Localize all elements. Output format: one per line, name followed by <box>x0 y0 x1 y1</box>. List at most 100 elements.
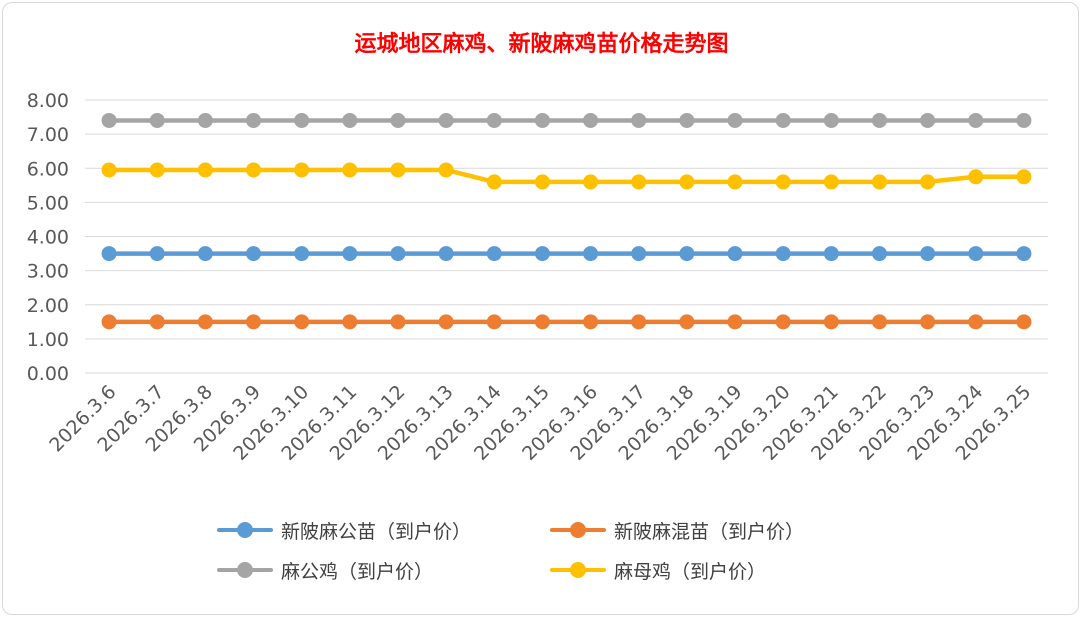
data-point[interactable] <box>631 314 647 330</box>
data-point[interactable] <box>246 246 262 262</box>
data-point[interactable] <box>342 162 358 178</box>
data-point[interactable] <box>197 112 213 128</box>
data-point[interactable] <box>486 246 502 262</box>
data-point[interactable] <box>101 246 117 262</box>
data-point[interactable] <box>101 112 117 128</box>
data-point[interactable] <box>294 246 310 262</box>
data-point[interactable] <box>727 112 743 128</box>
data-point[interactable] <box>679 314 695 330</box>
data-point[interactable] <box>871 314 887 330</box>
data-point[interactable] <box>534 314 550 330</box>
data-point[interactable] <box>583 112 599 128</box>
data-point[interactable] <box>871 174 887 190</box>
legend-item-series-4[interactable]: 麻母鸡（到户价） <box>548 555 766 585</box>
legend-item-series-3[interactable]: 麻公鸡（到户价） <box>215 555 433 585</box>
data-point[interactable] <box>534 112 550 128</box>
data-point[interactable] <box>920 174 936 190</box>
data-point[interactable] <box>775 112 791 128</box>
data-point[interactable] <box>1016 112 1032 128</box>
data-point[interactable] <box>631 174 647 190</box>
data-point[interactable] <box>727 174 743 190</box>
data-point[interactable] <box>438 246 454 262</box>
series-1 <box>101 246 1032 262</box>
y-tick-label: 4.00 <box>27 227 69 249</box>
data-point[interactable] <box>871 246 887 262</box>
data-point[interactable] <box>149 314 165 330</box>
data-point[interactable] <box>823 174 839 190</box>
data-point[interactable] <box>631 246 647 262</box>
data-point[interactable] <box>390 162 406 178</box>
data-point[interactable] <box>775 246 791 262</box>
data-point[interactable] <box>727 246 743 262</box>
data-point[interactable] <box>679 246 695 262</box>
series-lines <box>101 112 1032 330</box>
legend-item-series-1[interactable]: 新陂麻公苗（到户价） <box>215 515 471 545</box>
data-point[interactable] <box>197 246 213 262</box>
series-4 <box>101 162 1032 190</box>
data-point[interactable] <box>390 246 406 262</box>
data-point[interactable] <box>775 174 791 190</box>
data-point[interactable] <box>823 246 839 262</box>
legend-swatch-series-2 <box>548 515 608 545</box>
data-point[interactable] <box>197 314 213 330</box>
data-point[interactable] <box>101 314 117 330</box>
data-point[interactable] <box>390 314 406 330</box>
legend-swatch-series-4 <box>548 555 608 585</box>
data-point[interactable] <box>101 162 117 178</box>
data-point[interactable] <box>727 314 743 330</box>
data-point[interactable] <box>583 246 599 262</box>
data-point[interactable] <box>534 174 550 190</box>
data-point[interactable] <box>583 314 599 330</box>
data-point[interactable] <box>438 112 454 128</box>
data-point[interactable] <box>149 112 165 128</box>
series-line[interactable] <box>106 167 1027 185</box>
data-point[interactable] <box>438 162 454 178</box>
chart-title: 运城地区麻鸡、新陂麻鸡苗价格走势图 <box>354 31 729 57</box>
data-point[interactable] <box>1016 169 1032 185</box>
data-point[interactable] <box>246 112 262 128</box>
data-point[interactable] <box>246 314 262 330</box>
data-point[interactable] <box>294 314 310 330</box>
data-point[interactable] <box>246 162 262 178</box>
data-point[interactable] <box>197 162 213 178</box>
y-tick-label: 2.00 <box>27 295 69 317</box>
data-point[interactable] <box>1016 314 1032 330</box>
data-point[interactable] <box>968 246 984 262</box>
data-point[interactable] <box>968 169 984 185</box>
legend-item-series-2[interactable]: 新陂麻混苗（到户价） <box>548 515 804 545</box>
data-point[interactable] <box>631 112 647 128</box>
data-point[interactable] <box>294 112 310 128</box>
legend-label: 新陂麻混苗（到户价） <box>614 520 805 543</box>
data-point[interactable] <box>149 162 165 178</box>
y-tick-label: 7.00 <box>27 124 69 146</box>
data-point[interactable] <box>871 112 887 128</box>
data-point[interactable] <box>486 314 502 330</box>
data-point[interactable] <box>294 162 310 178</box>
data-point[interactable] <box>823 314 839 330</box>
data-point[interactable] <box>823 112 839 128</box>
data-point[interactable] <box>486 112 502 128</box>
data-point[interactable] <box>775 314 791 330</box>
data-point[interactable] <box>1016 246 1032 262</box>
data-point[interactable] <box>486 174 502 190</box>
data-point[interactable] <box>920 314 936 330</box>
data-point[interactable] <box>920 246 936 262</box>
data-point[interactable] <box>149 246 165 262</box>
y-tick-label: 6.00 <box>27 158 69 180</box>
y-tick-label: 0.00 <box>27 363 69 385</box>
data-point[interactable] <box>342 314 358 330</box>
legend-swatch-series-1 <box>215 515 275 545</box>
data-point[interactable] <box>679 112 695 128</box>
data-point[interactable] <box>390 112 406 128</box>
data-point[interactable] <box>920 112 936 128</box>
data-point[interactable] <box>342 112 358 128</box>
data-point[interactable] <box>968 314 984 330</box>
data-point[interactable] <box>534 246 550 262</box>
data-point[interactable] <box>342 246 358 262</box>
data-point[interactable] <box>679 174 695 190</box>
data-point[interactable] <box>438 314 454 330</box>
data-point[interactable] <box>583 174 599 190</box>
data-point[interactable] <box>968 112 984 128</box>
